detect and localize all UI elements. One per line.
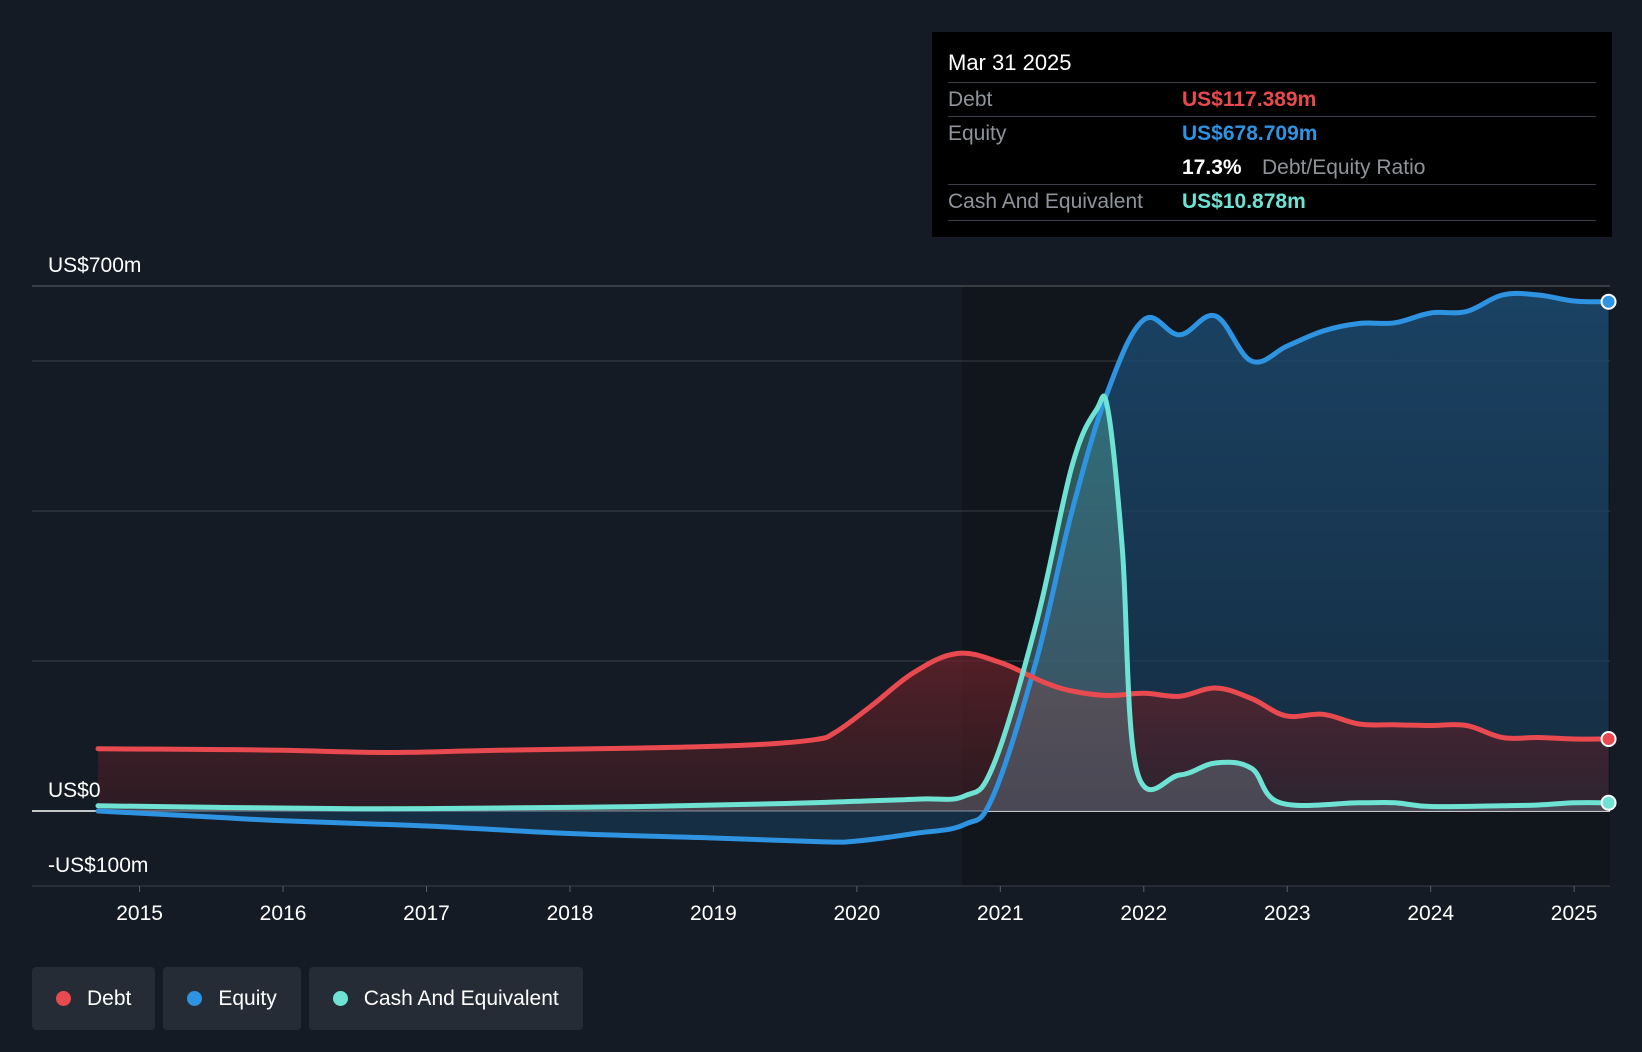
tooltip-equity-label: Equity (948, 122, 1007, 145)
x-tick-label: 2021 (977, 902, 1024, 925)
x-tick-label: 2017 (403, 902, 450, 925)
cash-line (95, 393, 1612, 812)
x-tick-label: 2024 (1407, 902, 1454, 925)
equity-dot-icon (187, 991, 203, 1006)
equity-end-marker (1600, 293, 1617, 310)
legend-label: Equity (218, 986, 277, 1010)
x-tick-label: 2025 (1551, 902, 1598, 925)
equity-line (95, 290, 1612, 845)
tooltip-debt-value: US$117.389m (1182, 88, 1317, 111)
tooltip-row-debt: Debt US$117.389m (948, 82, 1596, 116)
x-tick-label: 2016 (260, 902, 307, 925)
debt-dot-icon (56, 991, 71, 1006)
debt-line (95, 650, 1612, 755)
series-end-markers (1600, 293, 1617, 811)
legend: Debt Equity Cash And Equivalent (32, 967, 583, 1030)
x-tick-label: 2018 (547, 902, 594, 925)
tooltip-divider (948, 184, 1596, 185)
debt-end-marker (1600, 731, 1617, 747)
x-tick-label: 2023 (1264, 902, 1311, 925)
x-tick-label: 2020 (834, 902, 881, 925)
tooltip-date: Mar 31 2025 (948, 50, 1072, 75)
legend-label: Cash And Equivalent (363, 986, 559, 1010)
cash-end-marker (1600, 794, 1617, 811)
legend-item-cash[interactable]: Cash And Equivalent (308, 967, 583, 1030)
tooltip-cash-value: US$10.878m (1182, 190, 1306, 213)
tooltip-row-ratio: 17.3% Debt/Equity Ratio (948, 150, 1596, 184)
x-tick-label: 2015 (116, 902, 163, 925)
x-tick-label: 2022 (1120, 902, 1167, 925)
tooltip: Mar 31 2025 Debt US$117.389m Equity US$6… (932, 32, 1612, 237)
legend-item-debt[interactable]: Debt (32, 967, 156, 1030)
gridlines (32, 285, 1610, 887)
tooltip-cash-label: Cash And Equivalent (948, 190, 1143, 213)
legend-item-equity[interactable]: Equity (163, 967, 301, 1030)
tooltip-divider (948, 82, 1596, 83)
y-axis-labels: US$700m US$0 -US$100m (48, 254, 148, 877)
tooltip-ratio-value: 17.3% (1182, 156, 1242, 179)
y-tick-label: -US$100m (48, 854, 148, 877)
y-tick-label: US$0 (48, 779, 101, 802)
tooltip-equity-value: US$678.709m (1182, 122, 1318, 145)
legend-label: Debt (87, 986, 132, 1010)
tooltip-row-equity: Equity US$678.709m (948, 116, 1596, 150)
y-tick-label: US$700m (48, 254, 141, 277)
series-lines (95, 290, 1612, 845)
tooltip-ratio-label: Debt/Equity Ratio (1262, 156, 1426, 179)
series-areas (98, 293, 1609, 843)
x-axis-labels: 2015 2016 2017 2018 2019 2020 2021 2022 2023 2024… (116, 886, 1597, 925)
x-tick-label: 2019 (690, 902, 737, 925)
tooltip-divider (948, 220, 1596, 221)
tooltip-debt-label: Debt (948, 88, 993, 111)
tooltip-row-cash: Cash And Equivalent US$10.878m (948, 184, 1596, 218)
tooltip-divider (948, 116, 1596, 117)
cash-dot-icon (332, 991, 348, 1006)
